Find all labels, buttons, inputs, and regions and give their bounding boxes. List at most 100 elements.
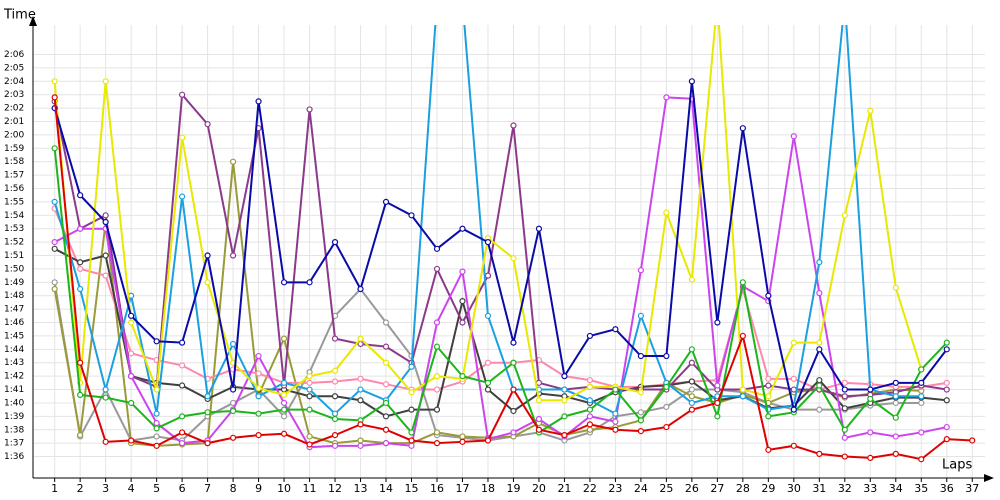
data-point <box>306 373 313 380</box>
data-point <box>382 413 390 420</box>
data-point <box>561 397 568 404</box>
data-point <box>433 386 441 393</box>
data-point <box>841 426 848 433</box>
y-tick-label: 2:01 <box>4 117 24 127</box>
data-point <box>688 78 695 85</box>
data-point <box>382 198 390 206</box>
data-point <box>739 386 746 393</box>
data-point <box>280 335 288 342</box>
data-point <box>179 91 186 98</box>
y-axis-arrow <box>29 16 37 26</box>
plot-area <box>51 25 976 463</box>
data-point <box>459 319 466 326</box>
data-point <box>382 440 390 447</box>
data-point <box>892 284 899 291</box>
data-point <box>102 218 109 226</box>
x-tick-label: 12 <box>328 482 342 495</box>
data-point <box>841 405 848 412</box>
data-point <box>280 430 288 437</box>
data-point <box>204 393 211 400</box>
data-point <box>510 429 517 436</box>
data-point <box>433 319 441 326</box>
data-point <box>892 433 899 440</box>
y-tick-label: 1:36 <box>4 452 24 462</box>
series-line <box>53 92 947 398</box>
data-point <box>255 393 262 400</box>
y-tick-label: 1:56 <box>4 184 24 194</box>
data-point <box>51 94 58 101</box>
data-point <box>663 423 670 431</box>
data-point <box>77 225 84 232</box>
data-point <box>204 279 211 286</box>
x-tick-label: 36 <box>940 482 954 495</box>
data-point <box>229 386 237 393</box>
y-tick-label: 2:03 <box>4 90 24 100</box>
data-point <box>102 272 109 279</box>
y-tick-label: 1:51 <box>4 251 24 261</box>
series-line <box>53 81 948 413</box>
y-tick-label: 1:59 <box>4 144 24 154</box>
data-point <box>102 252 109 259</box>
data-point <box>561 432 568 439</box>
data-point <box>816 382 823 389</box>
y-tick-label: 1:40 <box>4 398 24 408</box>
x-tick-label: 9 <box>255 482 262 495</box>
data-point <box>841 393 848 400</box>
data-point <box>688 406 695 413</box>
data-point <box>102 438 109 445</box>
data-point <box>331 442 339 449</box>
data-point <box>943 386 950 393</box>
y-tick-label: 1:48 <box>4 291 24 301</box>
data-point <box>510 407 517 415</box>
data-point <box>128 319 135 326</box>
data-point <box>586 413 594 420</box>
x-tick-label: 23 <box>608 482 622 495</box>
data-point <box>943 379 950 386</box>
y-tick-label: 1:49 <box>4 278 24 288</box>
x-tick-label: 26 <box>685 482 699 495</box>
x-tick-label: 4 <box>128 482 135 495</box>
data-point <box>790 442 797 449</box>
data-point <box>943 339 950 346</box>
data-point <box>612 410 619 417</box>
data-point <box>382 359 390 366</box>
x-tick-label: 17 <box>455 482 469 495</box>
data-point <box>382 399 390 407</box>
data-point <box>816 259 823 266</box>
data-point <box>739 279 746 286</box>
y-tick-label: 1:45 <box>4 331 24 341</box>
data-point <box>128 373 135 380</box>
data-point <box>408 442 415 449</box>
data-point <box>714 382 721 389</box>
data-point <box>153 338 160 345</box>
data-point <box>739 332 746 340</box>
data-point <box>331 415 339 423</box>
x-tick-label: 33 <box>863 482 877 495</box>
data-point <box>306 106 313 113</box>
data-point <box>816 406 823 413</box>
data-point <box>280 279 288 286</box>
y-tick-label: 1:41 <box>4 385 24 395</box>
data-point <box>765 393 772 400</box>
x-tick-label: 8 <box>230 482 237 495</box>
data-point <box>510 386 517 393</box>
data-point <box>280 391 288 399</box>
data-point <box>280 379 288 386</box>
data-point <box>357 285 364 293</box>
y-tick-label: 1:58 <box>4 157 24 167</box>
data-point <box>77 391 84 399</box>
data-point <box>561 413 568 420</box>
data-point <box>357 386 364 393</box>
x-tick-label: 18 <box>481 482 495 495</box>
data-point <box>867 386 874 393</box>
data-point <box>128 312 135 319</box>
y-tick-label: 1:53 <box>4 224 24 234</box>
y-tick-label: 2:05 <box>4 63 24 73</box>
data-point <box>382 343 390 350</box>
data-point <box>408 406 415 413</box>
data-point <box>688 393 695 400</box>
y-tick-label: 1:46 <box>4 318 24 328</box>
x-tick-label: 2 <box>77 482 84 495</box>
data-point <box>765 382 772 389</box>
